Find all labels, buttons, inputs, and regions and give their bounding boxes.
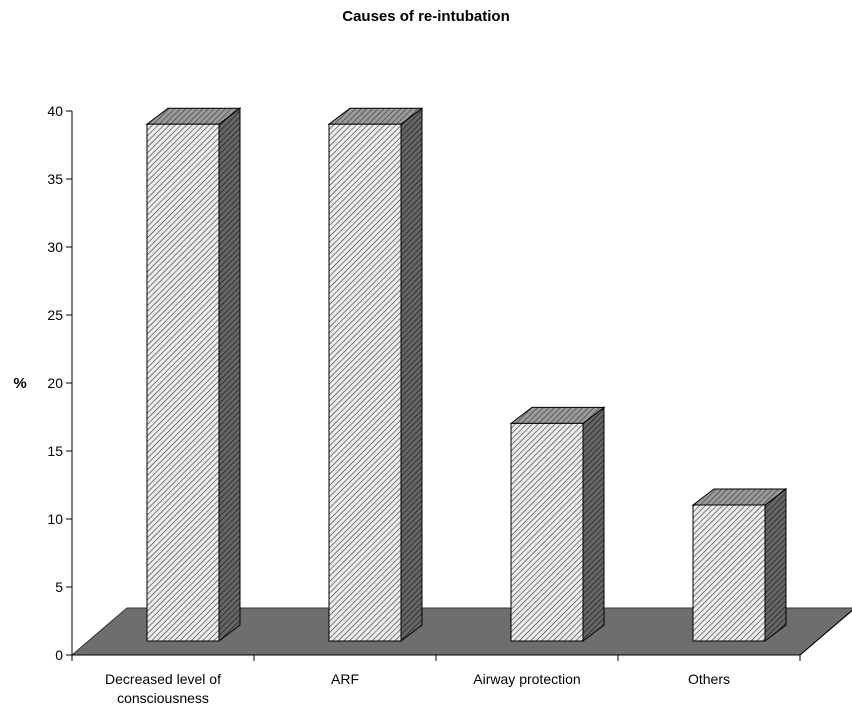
- y-tick-label: 10: [47, 511, 63, 527]
- bar: [145, 107, 242, 643]
- bar-side: [218, 107, 241, 643]
- y-axis-label: %: [13, 375, 26, 392]
- y-tick-label: 5: [55, 579, 63, 595]
- bar-face: [328, 123, 402, 642]
- y-tick-label: 15: [47, 443, 63, 459]
- x-category-label: ARF: [331, 671, 359, 687]
- bar-face: [692, 504, 766, 642]
- bar: [509, 406, 606, 643]
- bar-face: [510, 422, 584, 642]
- chart-title: Causes of re-intubation: [342, 8, 510, 25]
- x-category-label: Others: [688, 671, 730, 687]
- bar: [327, 107, 424, 643]
- y-tick-label: 30: [47, 239, 63, 255]
- bar-side: [764, 487, 787, 643]
- x-category-label: Airway protection: [473, 671, 580, 687]
- bar-side: [400, 107, 423, 643]
- bar-face: [146, 123, 220, 642]
- y-tick-label: 0: [55, 647, 63, 663]
- y-tick-label: 25: [47, 307, 63, 323]
- y-tick-label: 40: [47, 103, 63, 119]
- floor-edge: [799, 609, 852, 656]
- y-tick-label: 35: [47, 171, 63, 187]
- bar: [691, 487, 788, 643]
- x-category-label: Decreased level of consciousness: [105, 671, 221, 706]
- bar-side: [582, 406, 605, 643]
- y-tick-label: 20: [47, 375, 63, 391]
